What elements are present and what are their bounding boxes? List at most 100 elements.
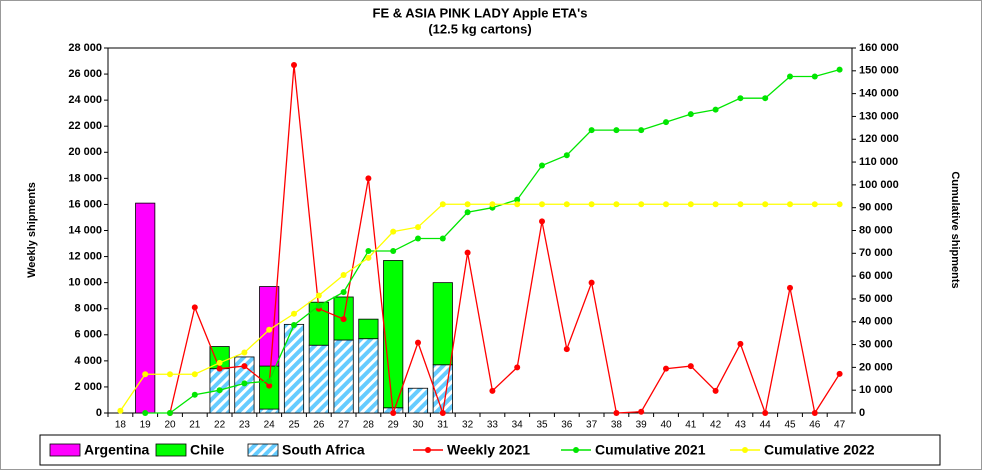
marker <box>291 310 297 317</box>
y-tick-label: 24 000 <box>68 94 102 106</box>
y2-tick-label: 30 000 <box>859 338 893 350</box>
x-tick-label: 43 <box>735 420 747 431</box>
marker <box>836 370 843 377</box>
y-tick-label: 2 000 <box>74 381 102 393</box>
marker <box>787 284 793 291</box>
marker <box>315 292 322 299</box>
line <box>119 203 840 412</box>
marker <box>142 371 149 378</box>
legend <box>39 434 941 466</box>
bar <box>358 318 379 340</box>
x-tick-label: 19 <box>140 420 152 431</box>
marker <box>836 201 843 208</box>
bar <box>407 387 429 414</box>
x-tick-label: 35 <box>536 420 548 431</box>
chart-subtitle: (12.5 kg cartons) <box>428 21 531 36</box>
marker <box>811 73 818 80</box>
x-tick-label: 21 <box>189 420 201 431</box>
legend-label: South Africa <box>282 442 365 458</box>
marker <box>340 289 347 296</box>
marker <box>266 378 273 385</box>
marker <box>241 380 248 387</box>
marker <box>638 127 645 134</box>
y2-tick-label: 130 000 <box>859 110 899 122</box>
marker <box>588 127 595 134</box>
marker <box>390 410 397 416</box>
marker <box>216 365 223 372</box>
x-tick-label: 29 <box>388 420 400 431</box>
bar <box>308 344 329 414</box>
y2-tick-label: 100 000 <box>859 179 899 191</box>
x-tick-label: 36 <box>561 420 573 431</box>
x-tick-label: 44 <box>760 420 772 431</box>
y2-tick-label: 80 000 <box>859 224 893 236</box>
y-tick-label: 16 000 <box>68 198 102 210</box>
marker <box>216 359 223 366</box>
marker <box>638 201 645 208</box>
marker <box>191 391 198 398</box>
marker <box>241 363 248 370</box>
marker <box>687 111 694 118</box>
marker <box>464 249 471 256</box>
line <box>169 64 841 416</box>
legend-swatch <box>742 447 748 453</box>
y2-tick-label: 0 <box>859 407 865 419</box>
marker <box>539 218 545 225</box>
legend-swatch <box>573 447 579 453</box>
y-tick-label: 10 000 <box>68 277 102 289</box>
marker <box>291 61 297 68</box>
legend-swatch <box>49 443 81 457</box>
y-tick-label: 6 000 <box>74 329 102 341</box>
marker <box>588 279 595 286</box>
y-tick-label: 26 000 <box>68 68 102 80</box>
marker <box>712 387 719 394</box>
marker <box>613 127 620 134</box>
marker <box>613 201 620 208</box>
y2-tick-label: 70 000 <box>859 247 893 259</box>
x-tick-label: 22 <box>214 420 226 431</box>
chart-title: FE & ASIA PINK LADY Apple ETA's <box>373 5 588 20</box>
bar <box>358 338 379 414</box>
y-tick-label: 20 000 <box>68 146 102 158</box>
y-axis-title: Weekly shipments <box>26 182 38 278</box>
legend-swatch <box>247 443 279 457</box>
y2-tick-label: 50 000 <box>859 293 893 305</box>
bar <box>283 323 305 414</box>
marker <box>638 408 645 415</box>
bar <box>259 408 280 414</box>
marker <box>439 201 446 208</box>
y2-tick-label: 90 000 <box>859 202 893 214</box>
marker <box>340 316 347 323</box>
legend-label: Weekly 2021 <box>447 442 530 458</box>
marker <box>613 410 620 416</box>
marker <box>811 201 818 208</box>
marker <box>266 382 273 389</box>
legend-label: Argentina <box>84 442 150 458</box>
x-tick-label: 18 <box>115 420 127 431</box>
marker <box>539 162 545 169</box>
marker <box>737 340 744 347</box>
marker <box>365 254 372 261</box>
x-tick-label: 42 <box>710 420 722 431</box>
y-tick-label: 4 000 <box>74 355 102 367</box>
y2-tick-label: 40 000 <box>859 316 893 328</box>
marker <box>762 201 769 208</box>
marker <box>142 410 149 416</box>
x-tick-label: 28 <box>363 420 375 431</box>
marker <box>489 387 496 394</box>
y-tick-label: 28 000 <box>68 42 102 54</box>
marker <box>464 201 471 208</box>
marker <box>663 365 669 372</box>
marker <box>241 349 248 356</box>
marker <box>811 410 818 416</box>
marker <box>787 201 793 208</box>
marker <box>365 175 372 182</box>
x-tick-label: 34 <box>512 420 524 431</box>
marker <box>415 339 421 346</box>
marker <box>439 410 446 416</box>
x-tick-label: 33 <box>487 420 499 431</box>
marker <box>415 224 421 231</box>
legend-swatch <box>155 443 187 457</box>
legend-label: Chile <box>190 442 224 458</box>
y-tick-label: 8 000 <box>74 303 102 315</box>
